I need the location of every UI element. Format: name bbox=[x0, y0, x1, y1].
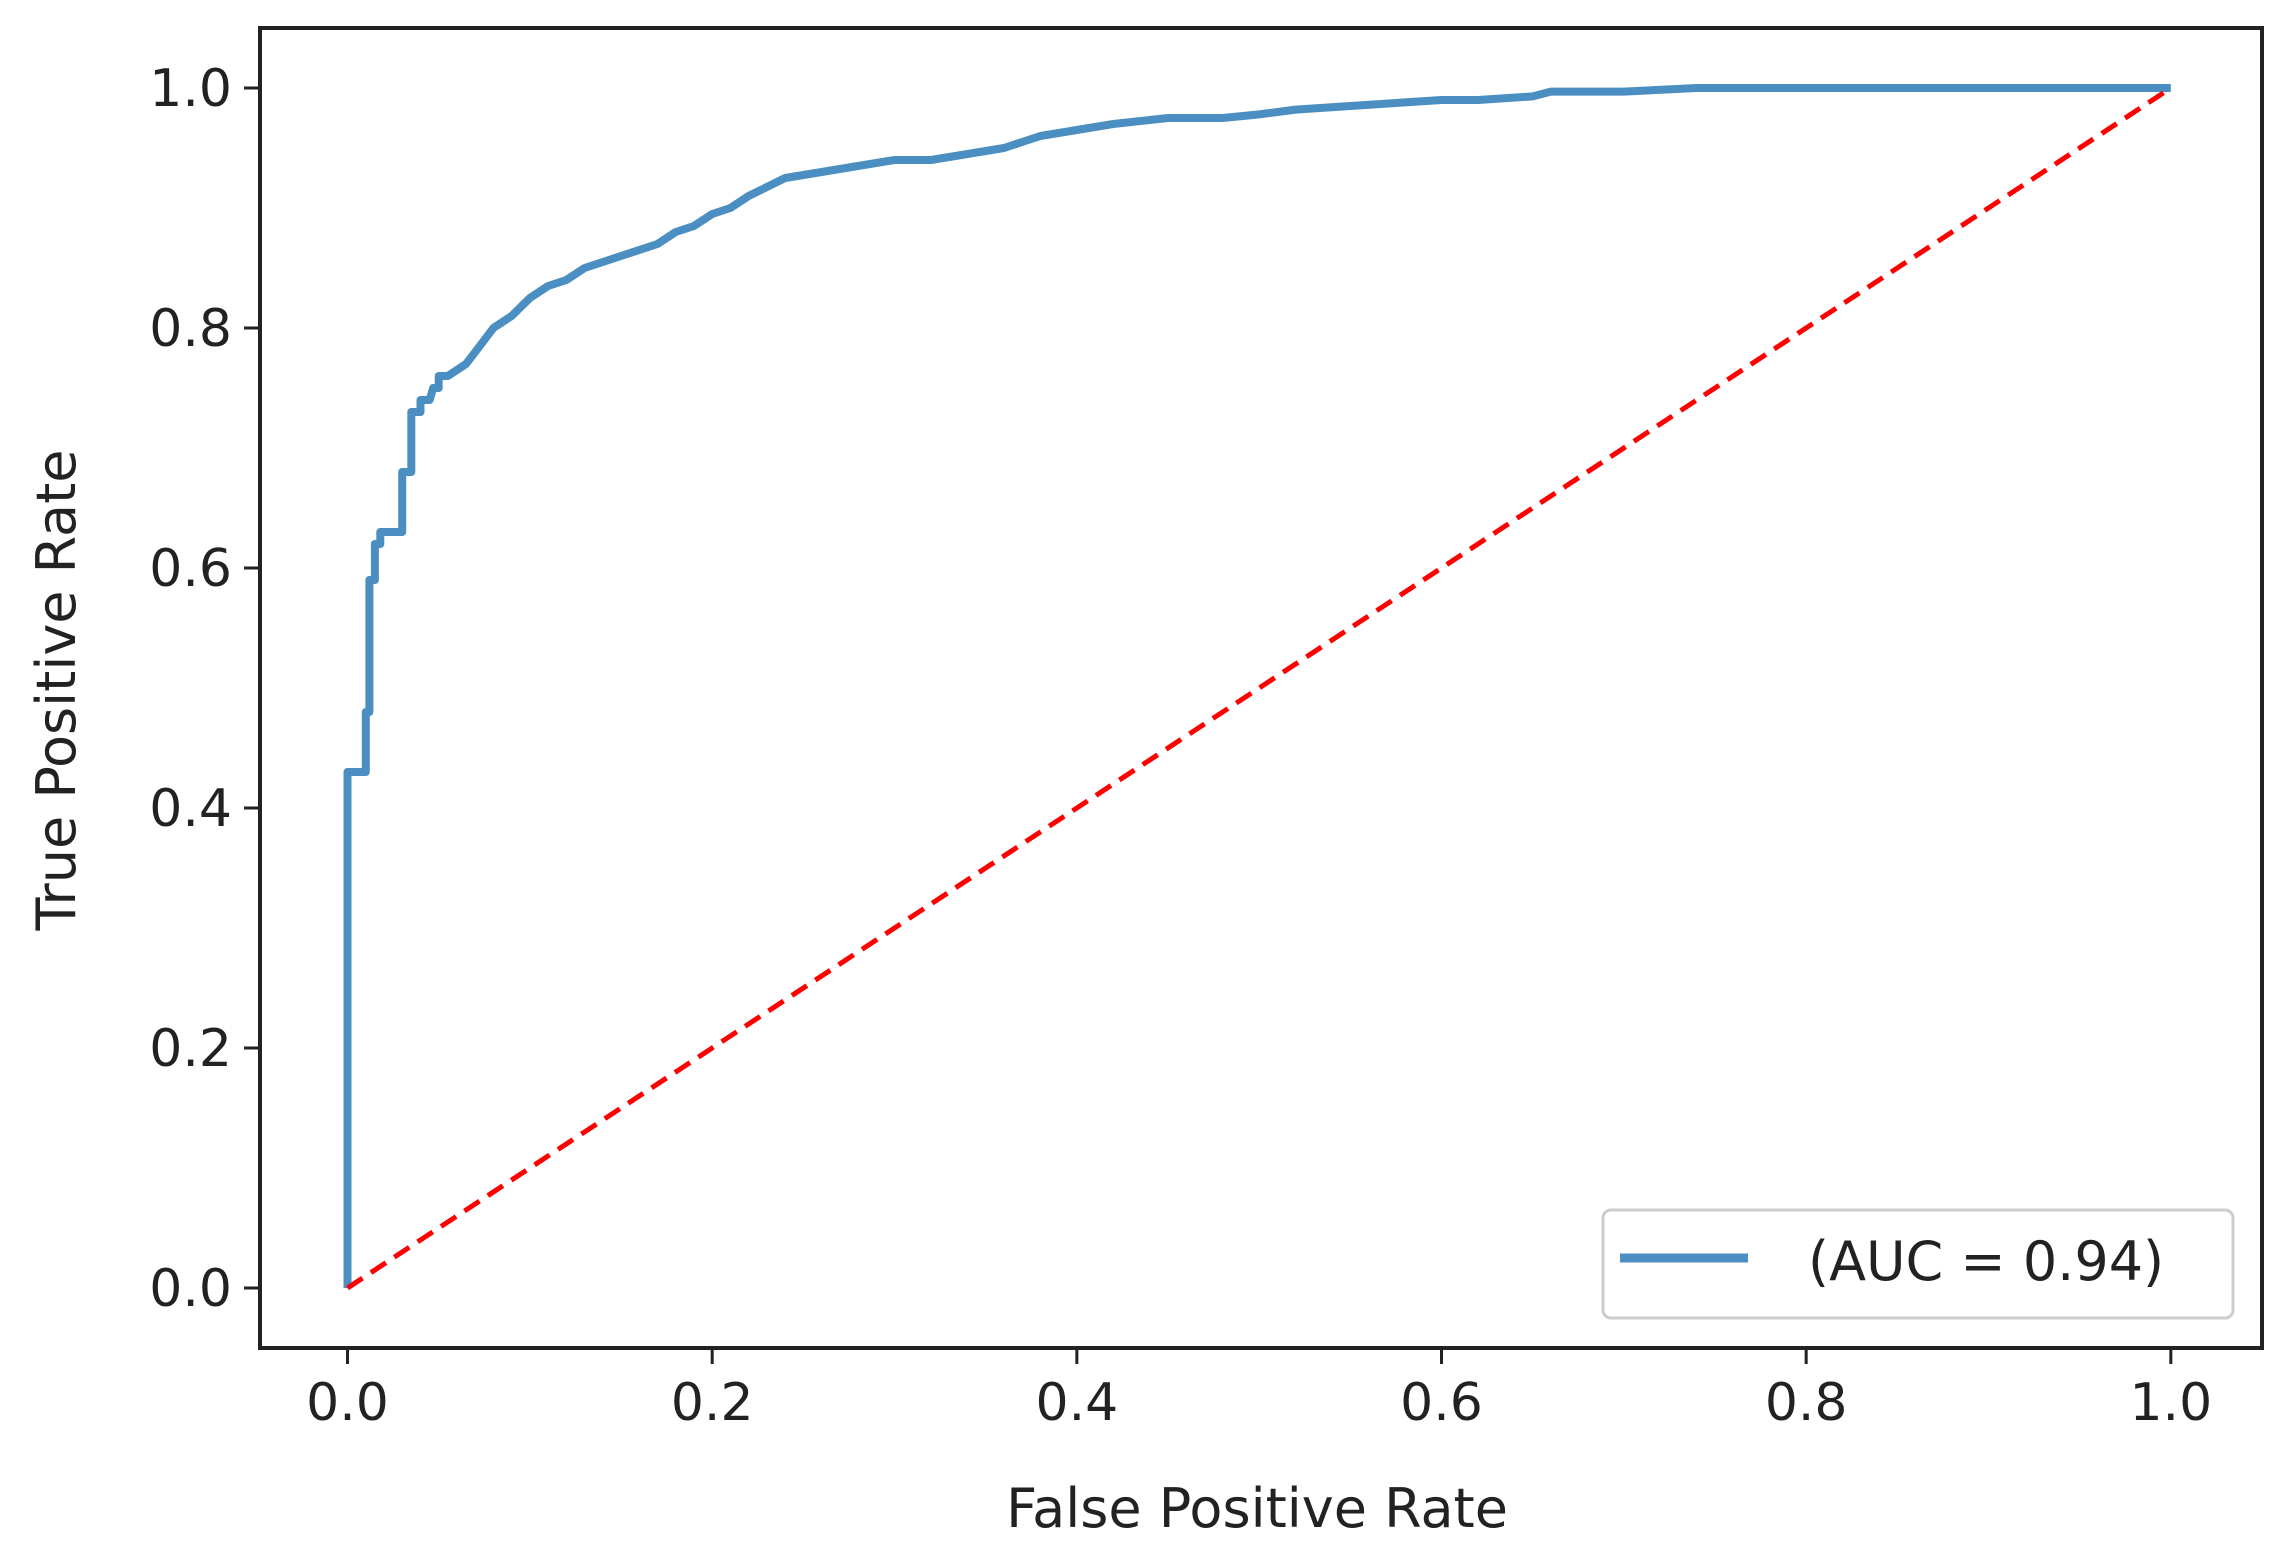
y-tick-label: 0.0 bbox=[149, 1259, 232, 1319]
y-axis-label: True Positive Rate bbox=[25, 449, 88, 931]
y-axis-ticks: 0.0 0.2 0.4 0.6 0.8 1.0 bbox=[149, 59, 260, 1319]
y-tick-label: 0.8 bbox=[149, 299, 232, 359]
x-axis-ticks: 0.0 0.2 0.4 0.6 0.8 1.0 bbox=[306, 1348, 2212, 1433]
x-tick-label: 0.2 bbox=[671, 1373, 754, 1433]
x-tick-label: 0.8 bbox=[1765, 1373, 1848, 1433]
plot-area bbox=[343, 84, 2173, 1291]
y-tick-label: 0.6 bbox=[149, 539, 232, 599]
y-tick-label: 0.4 bbox=[149, 779, 232, 839]
legend-box bbox=[1601, 1208, 2235, 1320]
x-tick-label: 0.4 bbox=[1035, 1373, 1118, 1433]
x-axis-label: False Positive Rate bbox=[1006, 1477, 1508, 1540]
x-tick-label: 0.0 bbox=[306, 1373, 389, 1433]
x-tick-label: 0.6 bbox=[1400, 1373, 1483, 1433]
legend-label-auc: (AUC = 0.94) bbox=[1808, 1230, 2164, 1293]
axes-frame bbox=[258, 26, 2264, 1350]
y-tick-label: 0.2 bbox=[149, 1019, 232, 1079]
axes-border bbox=[258, 26, 2264, 1350]
y-tick-label: 1.0 bbox=[149, 59, 232, 119]
roc-curve-line bbox=[343, 84, 2171, 1288]
x-tick-label: 1.0 bbox=[2129, 1373, 2212, 1433]
legend: (AUC = 0.94) bbox=[1601, 1208, 2235, 1320]
